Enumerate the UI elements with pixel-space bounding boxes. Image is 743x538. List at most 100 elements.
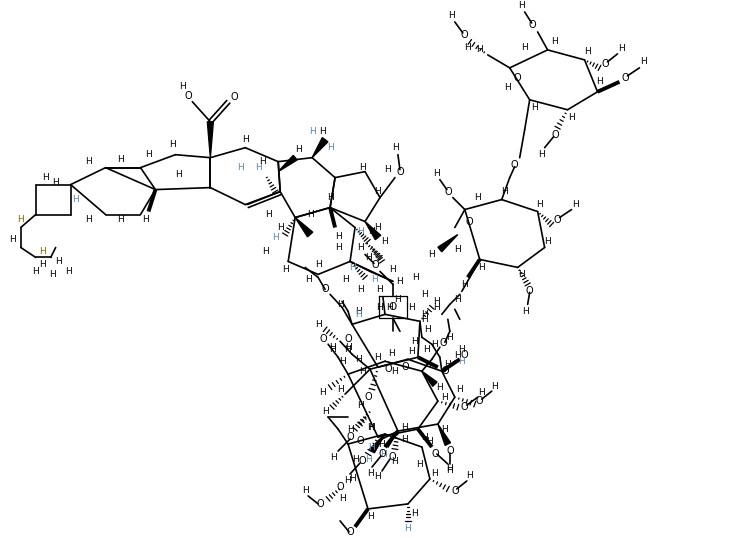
Text: H: H	[522, 44, 528, 52]
Text: H: H	[568, 113, 575, 122]
Text: H: H	[531, 103, 538, 112]
Text: H: H	[447, 333, 453, 342]
Text: H: H	[365, 455, 372, 464]
Text: H: H	[272, 233, 279, 242]
Text: O: O	[378, 449, 386, 459]
Polygon shape	[422, 371, 437, 386]
Text: H: H	[354, 355, 361, 364]
Text: O: O	[461, 350, 469, 360]
Text: H: H	[409, 347, 415, 356]
Text: H: H	[538, 150, 545, 159]
Text: H: H	[337, 385, 343, 394]
Text: H: H	[142, 215, 149, 224]
Text: H: H	[342, 275, 348, 284]
Text: O: O	[384, 364, 392, 374]
Text: H: H	[404, 525, 412, 533]
Text: H: H	[374, 187, 381, 196]
Text: H: H	[421, 433, 428, 442]
Text: O: O	[388, 452, 396, 462]
Text: H: H	[444, 360, 451, 369]
Text: O: O	[439, 338, 447, 348]
Text: H: H	[447, 466, 453, 476]
Text: H: H	[347, 424, 354, 434]
Text: H: H	[39, 247, 46, 256]
Text: H: H	[433, 303, 441, 312]
Text: H: H	[117, 155, 124, 164]
Text: H: H	[417, 459, 424, 469]
Text: H: H	[319, 388, 325, 397]
Text: H: H	[385, 165, 392, 174]
Text: H: H	[478, 263, 485, 272]
Text: H: H	[421, 310, 428, 319]
Text: H: H	[17, 215, 24, 224]
Text: H: H	[369, 227, 375, 236]
Polygon shape	[312, 138, 328, 158]
Text: H: H	[10, 235, 16, 244]
Text: H: H	[359, 163, 366, 172]
Text: H: H	[366, 422, 374, 431]
Text: H: H	[354, 310, 361, 319]
Text: H: H	[461, 280, 468, 289]
Text: H: H	[392, 367, 398, 376]
Text: H: H	[386, 303, 393, 312]
Text: H: H	[412, 337, 418, 346]
Text: H: H	[424, 345, 430, 354]
Text: H: H	[584, 47, 591, 56]
Text: O: O	[337, 482, 344, 492]
Text: O: O	[622, 73, 629, 83]
Text: H: H	[421, 290, 428, 299]
Text: H: H	[519, 2, 525, 10]
Text: O: O	[554, 215, 562, 224]
Text: O: O	[441, 366, 449, 376]
Text: H: H	[344, 477, 351, 485]
Text: H: H	[327, 143, 334, 152]
Text: O: O	[396, 167, 403, 176]
Text: H: H	[369, 443, 375, 451]
Text: H: H	[464, 44, 471, 52]
Text: O: O	[319, 334, 327, 344]
Text: O: O	[346, 527, 354, 537]
Text: O: O	[529, 20, 536, 30]
Polygon shape	[207, 122, 213, 158]
Text: H: H	[504, 83, 511, 93]
Text: H: H	[175, 170, 182, 179]
Text: H: H	[432, 340, 438, 349]
Text: O: O	[346, 432, 354, 442]
Text: H: H	[309, 127, 316, 136]
Text: H: H	[339, 357, 345, 366]
Text: H: H	[345, 343, 351, 352]
Text: H: H	[351, 455, 358, 464]
Text: H: H	[618, 45, 625, 53]
Text: H: H	[259, 157, 265, 166]
Text: H: H	[33, 267, 39, 276]
Text: H: H	[412, 273, 419, 282]
Text: H: H	[339, 494, 345, 504]
Text: O: O	[344, 334, 352, 344]
Text: H: H	[536, 200, 543, 209]
Text: H: H	[315, 320, 322, 329]
Text: H: H	[491, 381, 498, 391]
Text: H: H	[52, 178, 59, 187]
Polygon shape	[365, 222, 380, 240]
Text: H: H	[322, 407, 328, 416]
Text: H: H	[392, 143, 399, 152]
Text: H: H	[65, 267, 72, 276]
Text: H: H	[382, 237, 389, 246]
Text: H: H	[389, 349, 395, 358]
Text: H: H	[357, 227, 363, 236]
Text: H: H	[519, 270, 525, 279]
Text: H: H	[354, 307, 361, 316]
Text: O: O	[514, 73, 522, 83]
Text: O: O	[321, 285, 329, 294]
Text: H: H	[305, 275, 311, 284]
Text: O: O	[358, 456, 366, 466]
Polygon shape	[438, 235, 458, 252]
Text: H: H	[395, 295, 401, 304]
Text: H: H	[328, 345, 335, 354]
Text: O: O	[317, 499, 324, 509]
Text: H: H	[85, 215, 92, 224]
Text: H: H	[441, 424, 448, 434]
Text: H: H	[424, 360, 431, 369]
Text: H: H	[55, 257, 62, 266]
Text: O: O	[431, 449, 438, 459]
